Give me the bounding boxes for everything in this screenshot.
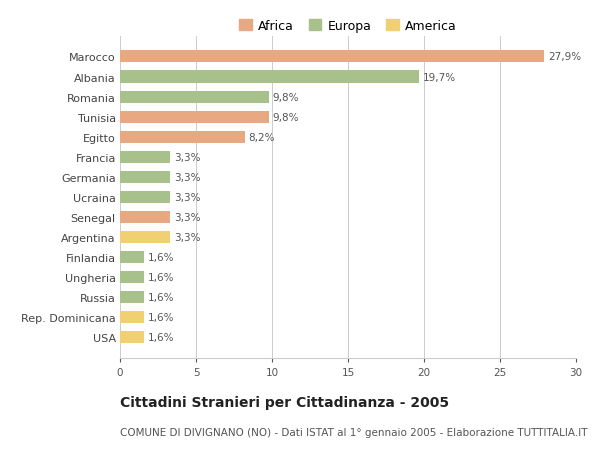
Text: 1,6%: 1,6% [148,313,175,322]
Text: COMUNE DI DIVIGNANO (NO) - Dati ISTAT al 1° gennaio 2005 - Elaborazione TUTTITAL: COMUNE DI DIVIGNANO (NO) - Dati ISTAT al… [120,427,587,437]
Bar [120,51,544,63]
Bar [120,171,170,183]
Bar [120,151,170,163]
Text: Cittadini Stranieri per Cittadinanza - 2005: Cittadini Stranieri per Cittadinanza - 2… [120,395,449,409]
Bar [120,71,419,84]
Bar [120,112,269,123]
Bar [120,311,145,324]
Text: 8,2%: 8,2% [248,132,275,142]
Text: 1,6%: 1,6% [148,252,175,263]
Text: 9,8%: 9,8% [273,112,299,123]
Bar [120,91,269,103]
Bar [120,271,145,283]
Text: 1,6%: 1,6% [148,332,175,342]
Text: 1,6%: 1,6% [148,272,175,282]
Bar [120,252,145,263]
Text: 3,3%: 3,3% [174,232,200,242]
Legend: Africa, Europa, America: Africa, Europa, America [236,17,460,35]
Text: 19,7%: 19,7% [423,73,457,82]
Text: 3,3%: 3,3% [174,213,200,222]
Bar [120,291,145,303]
Bar [120,191,170,203]
Text: 1,6%: 1,6% [148,292,175,302]
Text: 3,3%: 3,3% [174,173,200,182]
Text: 27,9%: 27,9% [548,52,581,62]
Bar [120,331,145,343]
Bar [120,131,245,143]
Text: 9,8%: 9,8% [273,92,299,102]
Text: 3,3%: 3,3% [174,152,200,162]
Bar [120,231,170,243]
Text: 3,3%: 3,3% [174,192,200,202]
Bar [120,212,170,224]
